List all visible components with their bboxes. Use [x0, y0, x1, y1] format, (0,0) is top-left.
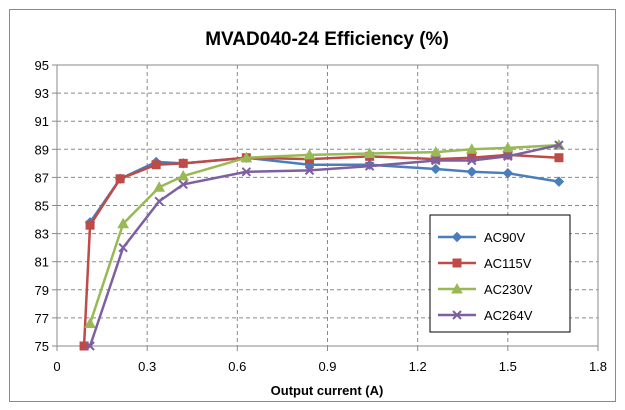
- data-point-ac264v: [154, 196, 164, 206]
- y-tick-label: 77: [35, 311, 49, 326]
- data-point-ac115v: [554, 153, 564, 163]
- data-point-ac230v: [363, 147, 376, 159]
- legend-marker-ac90v: [451, 231, 463, 243]
- x-marker-stroke: [503, 151, 513, 162]
- x-tick-label: 0.9: [318, 359, 336, 374]
- data-point-ac230v: [465, 143, 478, 154]
- x-tick-label: 1.2: [409, 359, 427, 374]
- data-point-ac264v: [178, 179, 188, 190]
- data-point-ac230v: [429, 146, 442, 157]
- data-point-ac264v: [118, 242, 128, 253]
- x-marker-stroke: [364, 161, 375, 171]
- y-tick-label: 89: [35, 142, 49, 157]
- x-marker-stroke: [241, 167, 252, 177]
- data-point-ac264v: [304, 165, 315, 176]
- data-point-ac115v: [79, 341, 89, 351]
- data-point-ac90v: [502, 167, 514, 179]
- x-marker-stroke: [118, 242, 128, 253]
- data-point-ac115v: [85, 220, 95, 230]
- legend-item-ac264v: AC264V: [438, 308, 533, 323]
- data-point-ac230v: [303, 148, 316, 160]
- data-point-ac230v: [153, 181, 166, 192]
- data-point-ac230v: [177, 169, 190, 181]
- data-point-ac264v: [467, 155, 477, 166]
- data-point-ac115v: [178, 158, 188, 168]
- x-marker-stroke: [554, 140, 564, 150]
- legend-label-ac115v: AC115V: [484, 256, 532, 271]
- data-point-ac115v: [115, 174, 125, 184]
- data-point-ac264v: [241, 167, 252, 177]
- series-line-ac115v: [82, 153, 559, 347]
- data-point-ac264v: [364, 161, 375, 171]
- data-point-ac264v: [554, 140, 564, 150]
- data-point-ac90v: [553, 176, 565, 187]
- x-tick-label: 0.3: [138, 359, 156, 374]
- y-tick-label: 75: [35, 339, 49, 354]
- x-tick-label: 0: [53, 359, 60, 374]
- data-point-ac264v: [85, 341, 95, 351]
- x-tick-label: 0.6: [228, 359, 246, 374]
- legend-label-ac264v: AC264V: [484, 308, 533, 323]
- legend-item-ac115v: AC115V: [438, 256, 532, 271]
- data-point-ac115v: [151, 160, 161, 170]
- x-axis-title: Output current (A): [271, 383, 384, 398]
- data-point-ac90v: [430, 163, 441, 175]
- data-point-ac90v: [466, 166, 477, 177]
- x-marker-stroke: [304, 165, 315, 176]
- legend-marker-ac115v: [452, 258, 462, 268]
- x-marker-stroke: [178, 179, 188, 190]
- data-point-ac264v: [430, 155, 441, 166]
- data-point-ac230v: [240, 151, 253, 163]
- x-marker-stroke: [452, 310, 462, 320]
- y-tick-label: 83: [35, 227, 49, 242]
- legend: AC90V AC115V AC230V AC264V: [429, 214, 571, 333]
- data-point-ac230v: [84, 317, 96, 329]
- y-tick-label: 85: [35, 199, 49, 214]
- y-tick-label: 95: [35, 58, 49, 73]
- y-tick-label: 91: [35, 114, 49, 129]
- y-tick-label: 79: [35, 283, 49, 298]
- chart-title: MVAD040-24 Efficiency (%): [205, 29, 449, 50]
- y-tick-label: 87: [35, 170, 49, 185]
- x-marker-stroke: [467, 155, 477, 166]
- x-tick-label: 1.8: [589, 359, 607, 374]
- legend-marker-ac230v: [451, 282, 463, 294]
- series-layer: [79, 139, 565, 351]
- tick-labels: 0 0.3 0.6 0.9 1.2 1.5 1.8 75 77 79 81 83 85 87 89 91 93 9…: [35, 58, 608, 374]
- legend-item-ac230v: AC230V: [438, 282, 533, 297]
- y-tick-label: 81: [35, 255, 49, 270]
- legend-label-ac230v: AC230V: [484, 282, 533, 297]
- x-marker-stroke: [85, 341, 95, 351]
- legend-label-ac90v: AC90V: [484, 230, 526, 245]
- y-tick-label: 93: [35, 86, 49, 101]
- legend-item-ac90v: AC90V: [438, 230, 526, 245]
- data-point-ac264v: [503, 151, 513, 162]
- x-tick-label: 1.5: [499, 359, 517, 374]
- data-point-ac230v: [501, 141, 514, 153]
- x-marker-stroke: [154, 196, 164, 206]
- legend-marker-ac264v: [452, 310, 462, 320]
- x-marker-stroke: [430, 155, 441, 166]
- data-point-ac230v: [117, 217, 129, 229]
- series-ac264v: [85, 140, 564, 351]
